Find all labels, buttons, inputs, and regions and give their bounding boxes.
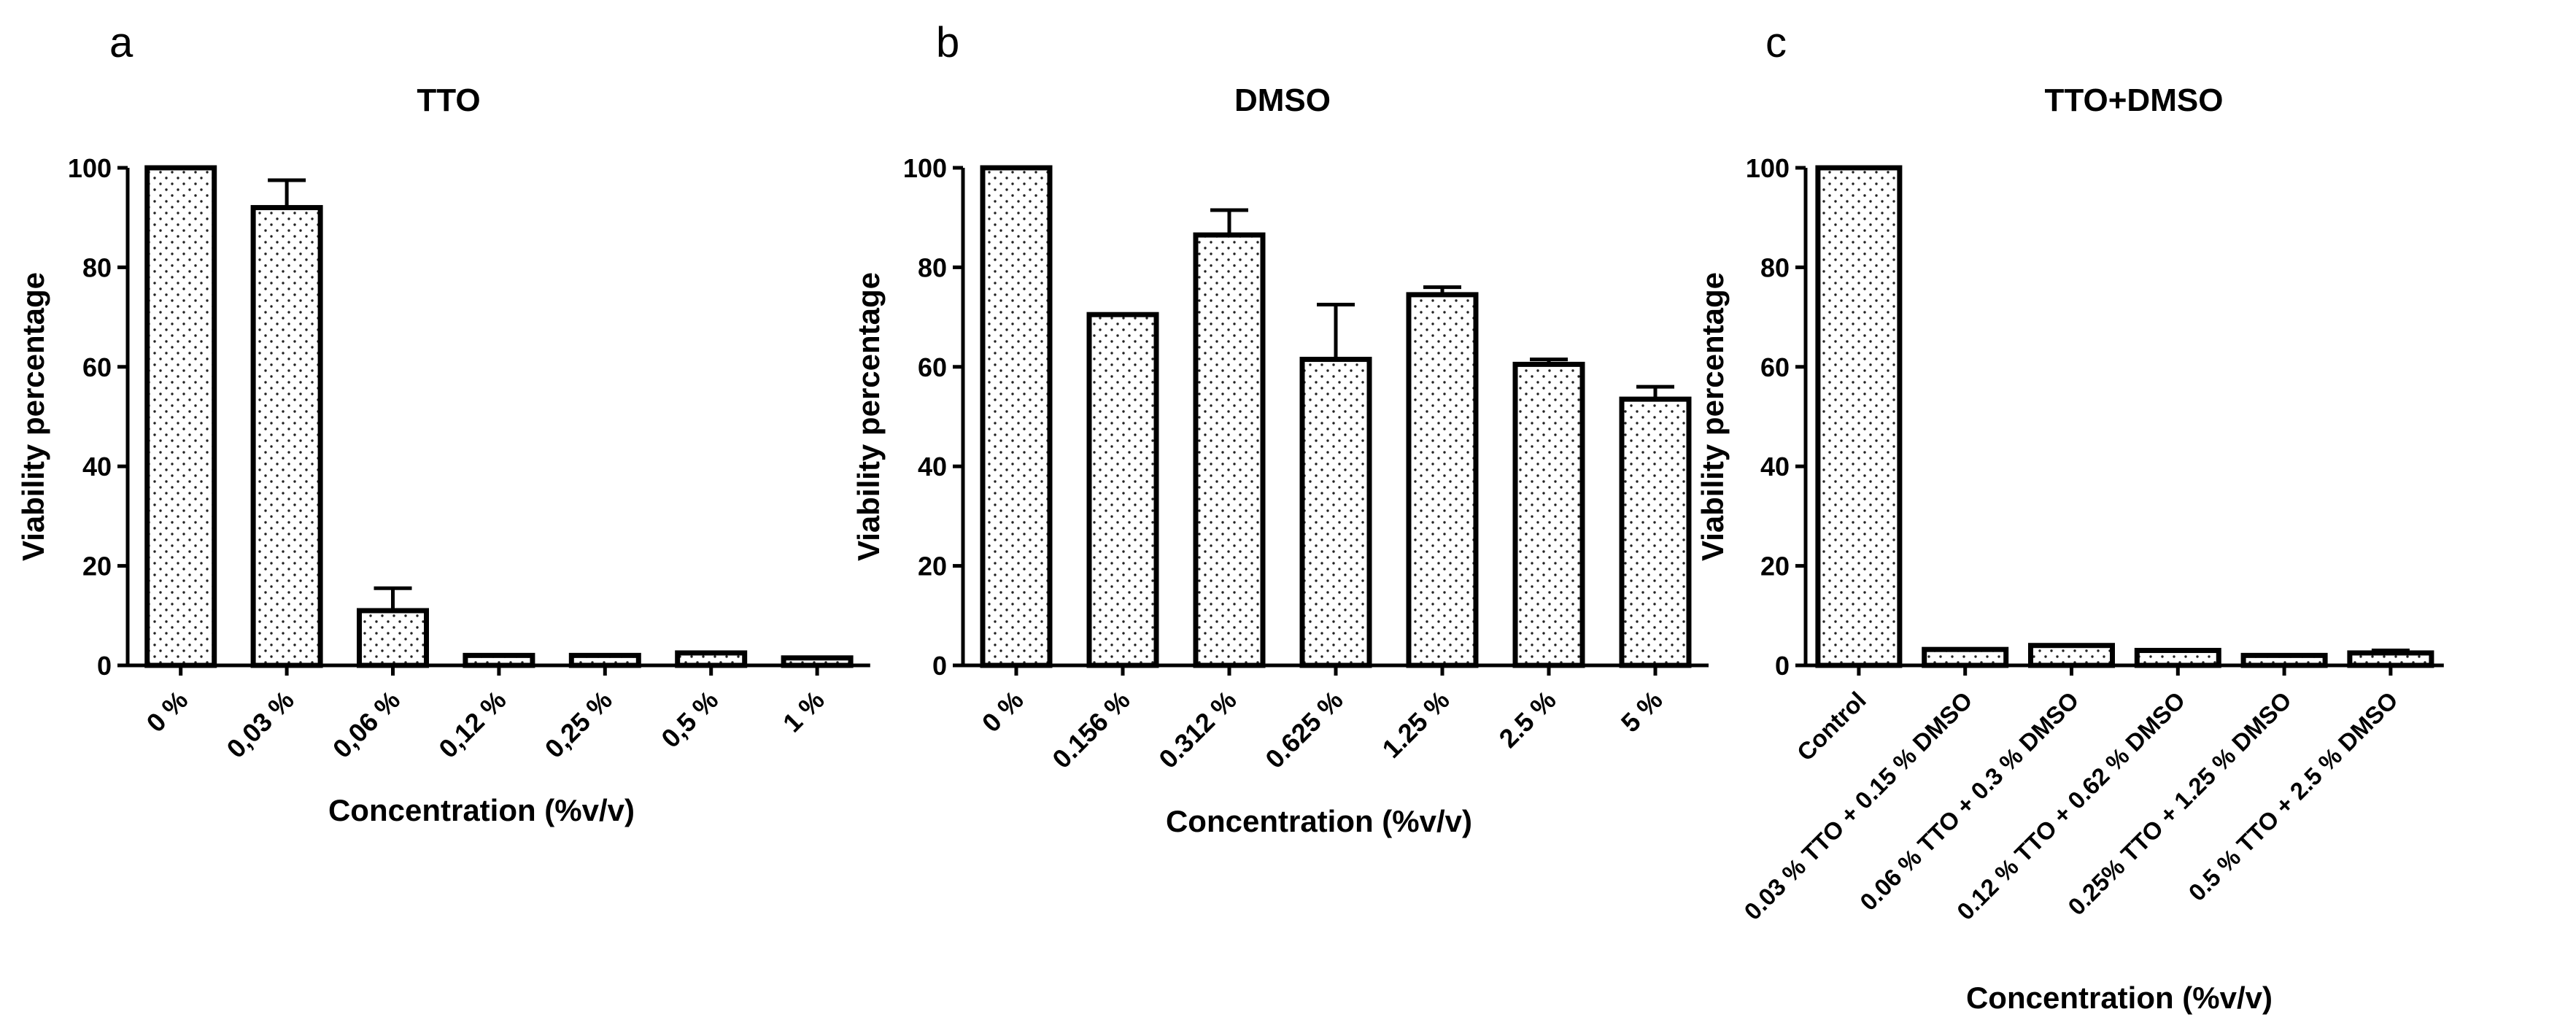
bar bbox=[1299, 357, 1372, 668]
y-tick-label: 60 bbox=[918, 352, 947, 382]
chart-title: TTO+DMSO bbox=[2045, 82, 2224, 118]
y-tick-label: 80 bbox=[1760, 252, 1790, 282]
y-tick-label: 40 bbox=[1760, 452, 1790, 482]
y-tick-label: 100 bbox=[1746, 153, 1790, 183]
category-label: Control bbox=[1792, 687, 1871, 766]
y-tick-label: 40 bbox=[82, 452, 112, 482]
bar bbox=[781, 655, 854, 668]
y-tick-label: 0 bbox=[97, 651, 112, 681]
category-label: 0,06 % bbox=[327, 685, 406, 764]
bar bbox=[1086, 312, 1159, 668]
panel-letter: c bbox=[1765, 19, 1787, 66]
category-label: 0,5 % bbox=[655, 685, 724, 754]
x-axis-label: Concentration (%v/v) bbox=[328, 793, 635, 827]
chart-title: DMSO bbox=[1234, 82, 1331, 118]
y-tick-label: 100 bbox=[68, 153, 112, 183]
y-tick-label: 0 bbox=[1775, 651, 1790, 681]
bar bbox=[2134, 648, 2221, 668]
category-label: 0.5 % TTO + 2.5 % DMSO bbox=[2184, 687, 2403, 906]
bar bbox=[2028, 643, 2115, 668]
category-label: 0,12 % bbox=[433, 685, 511, 764]
bar bbox=[980, 165, 1053, 668]
category-label: 0.03 % TTO + 0.15 % DMSO bbox=[1738, 687, 1977, 925]
bar bbox=[2347, 650, 2434, 668]
y-tick-label: 100 bbox=[903, 153, 947, 183]
bar bbox=[1922, 646, 2009, 668]
bar bbox=[250, 205, 323, 668]
bar bbox=[144, 165, 217, 668]
chart-panel-c: c TTO+DMSO 0 20 40 60 80 100 Viability percentag… bbox=[1695, 19, 2444, 1015]
category-label: 1 % bbox=[777, 685, 830, 738]
bar bbox=[357, 608, 429, 668]
category-label: 0.12 % TTO + 0.62 % DMSO bbox=[1952, 687, 2190, 925]
chart-panel-a: a TTO 0 20 40 60 80 100 Viability percentage 0 % 0… bbox=[16, 19, 870, 827]
category-label: 0.156 % bbox=[1046, 685, 1135, 774]
y-axis-label: Viability percentage bbox=[851, 272, 886, 561]
bar bbox=[675, 650, 748, 668]
x-axis-label: Concentration (%v/v) bbox=[1966, 981, 2273, 1015]
category-label: 0.312 % bbox=[1153, 685, 1242, 774]
y-tick-label: 20 bbox=[82, 552, 112, 581]
y-tick-label: 20 bbox=[918, 552, 947, 581]
bar bbox=[1193, 232, 1266, 668]
chart-title: TTO bbox=[417, 82, 480, 118]
y-tick-label: 60 bbox=[82, 352, 112, 382]
y-tick-label: 60 bbox=[1760, 352, 1790, 382]
panel-letter: b bbox=[936, 19, 959, 66]
chart-panel-b: b DMSO 0 20 40 60 80 100 Viability percentage 0 %… bbox=[851, 19, 1709, 838]
category-label: 0.06 % TTO + 0.3 % DMSO bbox=[1854, 687, 2084, 916]
bar bbox=[1815, 165, 1903, 668]
x-axis-label: Concentration (%v/v) bbox=[1166, 804, 1472, 838]
category-label: 0,03 % bbox=[221, 685, 300, 764]
category-label: 0.625 % bbox=[1259, 685, 1348, 774]
category-label: 1.25 % bbox=[1376, 685, 1455, 764]
category-label: 0 % bbox=[140, 685, 193, 738]
category-label: 2.5 % bbox=[1493, 685, 1562, 754]
bar bbox=[568, 652, 641, 668]
panel-letter: a bbox=[109, 19, 134, 66]
category-label: 0.25% TTO + 1.25 % DMSO bbox=[2062, 687, 2297, 921]
y-axis-label: Viability percentage bbox=[1695, 272, 1730, 561]
y-tick-label: 0 bbox=[932, 651, 947, 681]
bar bbox=[463, 652, 535, 668]
bar bbox=[1406, 292, 1479, 668]
category-label: 0,25 % bbox=[539, 685, 618, 764]
bar bbox=[1619, 396, 1692, 668]
y-axis-label: Viability percentage bbox=[16, 272, 50, 561]
y-tick-label: 20 bbox=[1760, 552, 1790, 581]
y-tick-label: 80 bbox=[82, 252, 112, 282]
y-tick-label: 40 bbox=[918, 452, 947, 482]
category-label: 0 % bbox=[976, 685, 1029, 738]
category-label: 5 % bbox=[1615, 685, 1668, 738]
bar bbox=[1512, 361, 1585, 668]
bar bbox=[2240, 652, 2328, 668]
y-tick-label: 80 bbox=[918, 252, 947, 282]
